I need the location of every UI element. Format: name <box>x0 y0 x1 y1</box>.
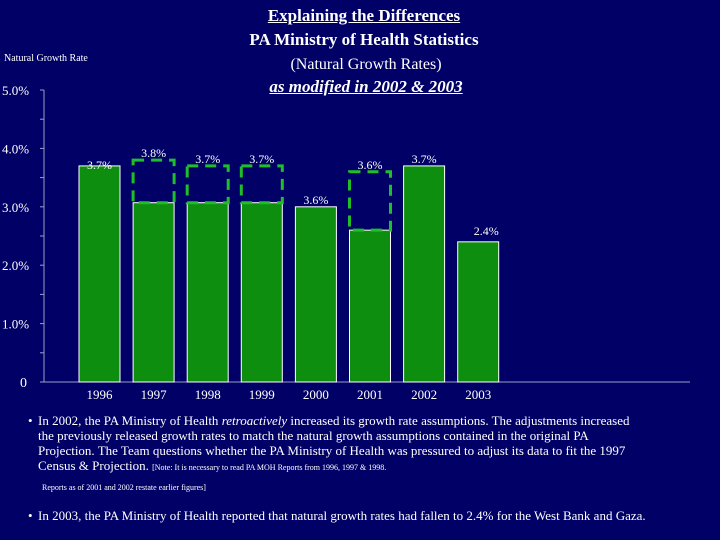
adjusted-bar-outline-1999 <box>239 164 284 205</box>
bar-1999 <box>240 202 283 383</box>
bullet1-text-b: increased its growth rate assumptions. T… <box>38 413 630 473</box>
x-tick-label-2000: 2000 <box>303 387 329 400</box>
bar-2001 <box>349 229 391 383</box>
data-label-2000: 3.6% <box>303 193 328 207</box>
data-label-1999: 3.7% <box>249 152 274 166</box>
x-tick-label-1998: 1998 <box>195 387 221 400</box>
chart-title-line2: PA Ministry of Health Statistics <box>249 30 479 49</box>
chart-subtitle-modified: as modified in 2002 & 2003 <box>269 77 463 96</box>
bullet-note-2003: • In 2003, the PA Ministry of Health rep… <box>28 508 668 523</box>
y-axis-title: Natural Growth Rate <box>4 53 88 64</box>
adjusted-bar-outline-1998 <box>185 164 230 205</box>
data-label-1996: 3.7% <box>87 158 112 172</box>
x-tick-label-2003: 2003 <box>465 387 491 400</box>
bar-1997 <box>132 202 175 383</box>
x-tick-label-1996: 1996 <box>87 387 114 400</box>
data-label-1998: 3.7% <box>195 152 220 166</box>
bar-2003 <box>457 241 500 383</box>
y-tick-label: 0 <box>20 376 27 391</box>
data-label-1997: 3.8% <box>141 146 166 160</box>
chart-title-line1: Explaining the Differences <box>267 6 461 25</box>
y-tick-label: 3.0% <box>2 200 29 215</box>
bar-chart: 0 1.0% 2.0% 3.0% 4.0% 5.0% 3.7% 1996 3.8% 1997 3.7… <box>2 83 690 400</box>
data-label-2002: 3.7% <box>412 152 437 166</box>
y-tick-label: 2.0% <box>2 258 29 273</box>
x-tick-label-2001: 2001 <box>357 387 383 400</box>
x-tick-label-1999: 1999 <box>249 387 275 400</box>
bullet1-note: [Note: It is necessary to read PA MOH Re… <box>152 463 387 472</box>
bullet-marker: • <box>28 508 33 523</box>
bullet1-note-continued: Reports as of 2001 and 2002 restate earl… <box>42 483 206 492</box>
bullet-text: In 2002, the PA Ministry of Health retro… <box>28 413 648 495</box>
bullet1-emphasis: retroactively <box>221 413 288 428</box>
y-tick-label: 5.0% <box>2 83 29 98</box>
bullet1-text-a: In 2002, the PA Ministry of Health <box>38 413 222 428</box>
adjusted-bar-outline-2001 <box>348 170 392 232</box>
chart-subtitle: (Natural Growth Rates) <box>290 56 442 73</box>
bar-1998 <box>186 202 229 383</box>
bar-2002 <box>403 165 446 383</box>
data-label-2001: 3.6% <box>358 158 383 172</box>
x-tick-label-2002: 2002 <box>411 387 437 400</box>
bar-1996 <box>78 165 121 383</box>
bullet-text: In 2003, the PA Ministry of Health repor… <box>38 508 646 523</box>
data-label-2003: 2.4% <box>474 224 499 238</box>
bar-2000 <box>294 206 337 383</box>
bullet-note-2002: • In 2002, the PA Ministry of Health ret… <box>28 413 648 495</box>
y-tick-label: 1.0% <box>2 317 29 332</box>
y-tick-label: 4.0% <box>2 141 29 156</box>
x-tick-label-1997: 1997 <box>141 387 168 400</box>
bullet-marker: • <box>28 413 33 428</box>
adjusted-bar-outline-1997 <box>131 158 176 205</box>
